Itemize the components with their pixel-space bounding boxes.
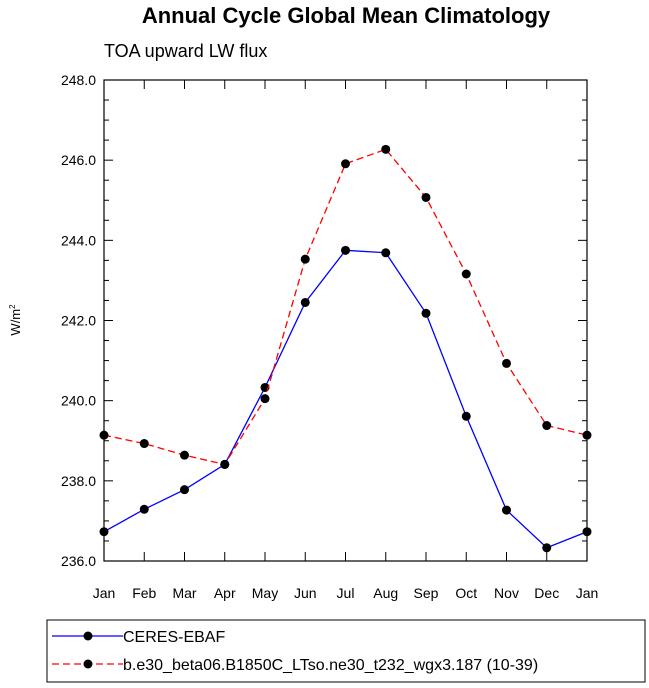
data-point-observed	[421, 308, 431, 318]
x-tick-label: Jul	[337, 585, 355, 601]
legend-marker-observed	[83, 631, 93, 641]
data-point-observed	[582, 527, 592, 537]
y-axis-label: W/m2	[8, 304, 23, 336]
y-tick-label: 242.0	[61, 313, 96, 329]
legend-label-model: b.e30_beta06.B1850C_LTso.ne30_t232_wgx3.…	[123, 657, 538, 674]
y-axis-ticks: 236.0 238.0 240.0 242.0 244.0 246.0 248.0	[61, 72, 587, 569]
x-tick-label: Mar	[172, 585, 196, 601]
data-point-observed	[341, 245, 350, 255]
data-point-model	[180, 450, 189, 460]
x-tick-label: May	[252, 585, 278, 601]
x-tick-label: Nov	[494, 585, 519, 601]
x-tick-label: Oct	[455, 585, 477, 601]
chart-subtitle: TOA upward LW flux	[104, 41, 267, 61]
data-point-observed	[99, 527, 109, 537]
x-tick-label: Apr	[214, 585, 236, 601]
data-point-model	[542, 421, 552, 431]
data-point-observed	[502, 505, 511, 515]
legend-marker-model	[83, 659, 93, 669]
data-point-model	[582, 430, 592, 440]
data-point-model	[421, 192, 431, 202]
y-axis-label-superscript: 2	[8, 304, 17, 309]
y-tick-label: 238.0	[61, 473, 96, 489]
y-tick-label: 244.0	[61, 232, 96, 248]
data-point-model	[502, 358, 511, 368]
chart-title: Annual Cycle Global Mean Climatology	[142, 3, 551, 28]
legend-label-observed: CERES-EBAF	[123, 629, 225, 646]
data-point-model	[300, 254, 310, 264]
y-tick-label: 248.0	[61, 72, 96, 88]
x-tick-label: Jan	[93, 585, 116, 601]
legend-box	[46, 619, 646, 683]
data-point-observed	[180, 485, 189, 495]
y-tick-label: 246.0	[61, 152, 96, 168]
data-point-observed	[542, 543, 552, 553]
data-point-observed	[139, 504, 149, 514]
data-point-model	[461, 269, 471, 279]
series-line-model	[103, 148, 588, 466]
data-point-model	[99, 430, 109, 440]
y-axis-label-unit: W/m	[8, 309, 23, 336]
y-tick-label: 236.0	[61, 553, 96, 569]
legend: CERES-EBAF b.e30_beta06.B1850C_LTso.ne30_…	[52, 629, 538, 674]
series-layer	[99, 144, 592, 553]
y-tick-label: 240.0	[61, 393, 96, 409]
x-tick-label: Jun	[294, 585, 317, 601]
x-tick-label: Feb	[132, 585, 156, 601]
x-tick-label: Dec	[534, 585, 559, 601]
x-tick-label: Sep	[414, 585, 439, 601]
x-tick-label: Jan	[576, 585, 599, 601]
data-point-model	[381, 144, 391, 154]
x-tick-label: Aug	[373, 585, 398, 601]
data-point-observed	[381, 248, 391, 258]
data-point-model	[260, 394, 270, 404]
series-line-observed	[103, 249, 588, 549]
x-axis-ticks: Jan Feb Mar Apr May Jun Jul Aug Sep Oct Nov Dec Jan	[93, 80, 599, 601]
data-point-model	[139, 439, 149, 449]
plot-frame	[103, 79, 588, 562]
data-point-model	[220, 459, 230, 469]
data-point-model	[341, 159, 350, 169]
data-point-observed	[461, 411, 471, 421]
data-point-observed	[300, 297, 310, 307]
